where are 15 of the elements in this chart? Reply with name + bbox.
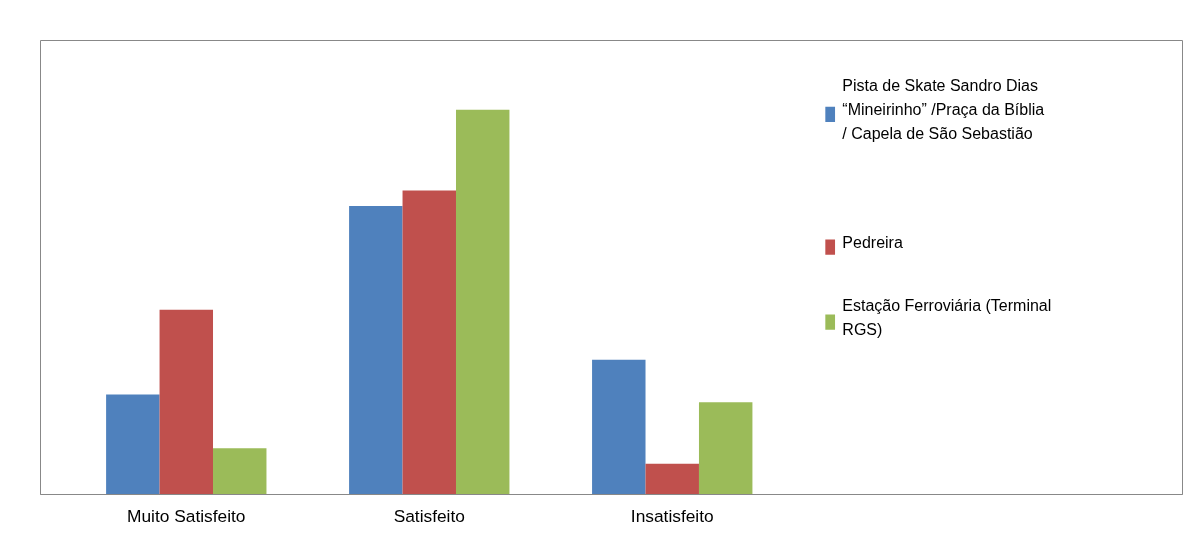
bar	[213, 448, 267, 495]
legend-label: Estação Ferroviária (Terminal RGS)	[842, 297, 1052, 338]
bar	[592, 359, 646, 495]
bar	[159, 309, 214, 495]
bar	[349, 205, 403, 495]
bar	[645, 463, 699, 495]
legend-label: Pista de Skate Sandro Dias “Mineirinho” /Praça da Bíblia / Capela de São Sebastião	[842, 77, 1045, 143]
legend-label: Pedreira	[842, 233, 903, 251]
bar	[455, 109, 510, 495]
x-tick-label: Muito Satisfeito	[127, 505, 246, 526]
bar	[698, 402, 753, 495]
x-tick-label: Insatisfeito	[630, 505, 714, 526]
bar	[106, 394, 160, 495]
bar	[402, 190, 456, 495]
x-tick-label: Satisfeito	[393, 505, 465, 526]
